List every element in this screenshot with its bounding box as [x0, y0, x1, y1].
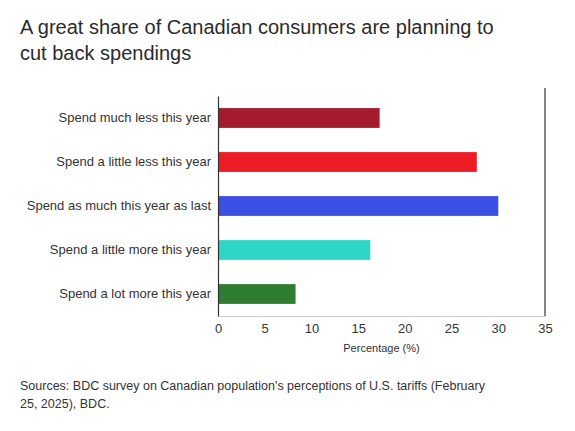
bar	[218, 240, 370, 260]
x-axis: 0 5 10 15 20 25 30 35	[215, 316, 553, 336]
y-axis-line	[218, 97, 219, 317]
x-tick: 35	[538, 316, 552, 336]
x-tick-label: 20	[398, 321, 412, 336]
y-tick-label: Spend as much this year as last	[27, 198, 212, 213]
y-tick-label: Spend a little less this year	[56, 154, 211, 169]
x-tick-label: 0	[215, 321, 222, 336]
bar	[218, 108, 380, 128]
chart: A great share of Canadian consumers are …	[0, 0, 575, 431]
bar	[218, 284, 296, 304]
y-tick: Spend much less this year	[59, 110, 212, 125]
x-tick: 10	[305, 316, 319, 336]
x-tick: 20	[398, 316, 412, 336]
x-tick-label: 35	[538, 321, 552, 336]
bar	[218, 152, 477, 172]
y-tick: Spend a lot more this year	[59, 286, 211, 301]
x-tick-label: 15	[351, 321, 365, 336]
x-tick: 30	[492, 316, 506, 336]
y-tick: Spend a little less this year	[56, 154, 211, 169]
bars	[218, 108, 498, 304]
y-tick-label: Spend a little more this year	[50, 242, 212, 257]
x-axis-title: Percentage (%)	[343, 342, 419, 354]
x-tick-label: 5	[262, 321, 269, 336]
x-tick: 25	[445, 316, 459, 336]
x-axis-line	[219, 316, 546, 317]
y-axis: Spend much less this year Spend a little …	[27, 97, 219, 317]
y-tick: Spend a little more this year	[50, 242, 212, 257]
x-tick: 0	[215, 316, 222, 336]
y-tick: Spend as much this year as last	[27, 198, 212, 213]
x-tick: 15	[351, 316, 365, 336]
source: Sources: BDC survey on Canadian populati…	[20, 379, 486, 411]
x-tick-label: 30	[492, 321, 506, 336]
bar	[218, 196, 498, 216]
title: A great share of Canadian consumers are …	[20, 16, 494, 64]
plot-frame	[544, 88, 545, 316]
x-tick: 5	[262, 316, 269, 336]
x-tick-label: 25	[445, 321, 459, 336]
x-tick-label: 10	[305, 321, 319, 336]
y-tick-label: Spend much less this year	[59, 110, 212, 125]
y-tick-label: Spend a lot more this year	[59, 286, 211, 301]
